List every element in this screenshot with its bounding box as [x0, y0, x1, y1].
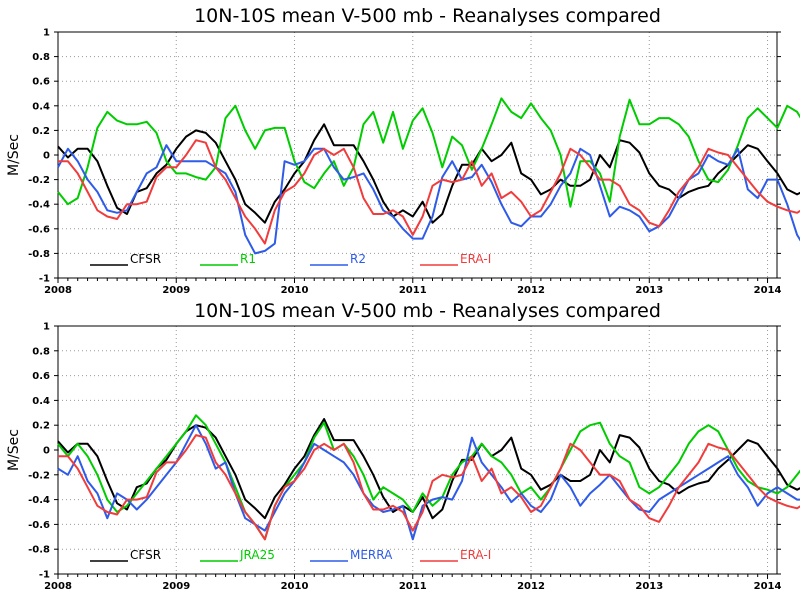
bottom-chart-panel: 10N-10S mean V-500 mb - Reanalyses compa…	[6, 300, 800, 592]
series-line-r2	[57, 144, 800, 255]
y-tick-label: -0.6	[28, 520, 50, 531]
y-tick-label: 0.8	[32, 52, 50, 63]
y-tick-label: 1	[43, 28, 50, 39]
series-line-r1	[57, 97, 800, 208]
y-axis-label: M/Sec	[6, 429, 22, 471]
series-line-era-i	[58, 434, 800, 541]
y-tick-label: 0.6	[32, 371, 50, 382]
series-line-era-i	[58, 139, 800, 245]
top-chart-panel: 10N-10S mean V-500 mb - Reanalyses compa…	[6, 5, 800, 296]
y-tick-label: 0.2	[32, 421, 50, 432]
y-tick-label: -0.4	[28, 495, 50, 506]
legend-label-era-i: ERA-I	[460, 252, 491, 266]
y-tick-label: 0.2	[32, 126, 50, 137]
x-tick-label: 2014	[754, 285, 782, 296]
y-tick-label: 1	[43, 322, 50, 333]
x-tick-label: 2008	[44, 581, 72, 592]
y-axis-label: M/Sec	[6, 134, 22, 176]
x-tick-label: 2008	[44, 285, 72, 296]
x-tick-label: 2013	[635, 285, 663, 296]
legend-label-jra25: JRA25	[239, 548, 275, 562]
x-tick-label: 2009	[162, 581, 190, 592]
legend-label-cfsr: CFSR	[130, 252, 161, 266]
x-tick-label: 2010	[281, 285, 309, 296]
y-tick-label: -0.8	[28, 545, 50, 556]
y-tick-label: 0.6	[32, 77, 50, 88]
x-tick-label: 2009	[162, 285, 190, 296]
x-tick-label: 2014	[754, 581, 782, 592]
legend-label-merra: MERRA	[350, 548, 393, 562]
legend-label-r2: R2	[350, 252, 366, 266]
y-tick-label: -0.6	[28, 224, 50, 235]
y-tick-label: 0	[43, 446, 50, 457]
series-line-merra	[57, 424, 800, 541]
y-tick-label: 0.4	[32, 101, 50, 112]
plot-frame	[57, 325, 778, 575]
y-tick-label: 0	[43, 151, 50, 162]
x-tick-label: 2012	[517, 581, 545, 592]
legend-label-cfsr: CFSR	[130, 548, 161, 562]
x-tick-label: 2011	[399, 285, 427, 296]
y-tick-label: -1	[39, 274, 50, 285]
series-line-cfsr	[57, 418, 800, 520]
y-tick-label: 0.8	[32, 346, 50, 357]
y-tick-label: -0.2	[28, 470, 50, 481]
y-tick-label: -0.8	[28, 249, 50, 260]
x-tick-label: 2012	[517, 285, 545, 296]
series-line-jra25	[57, 414, 800, 541]
legend-label-r1: R1	[240, 252, 256, 266]
chart-title: 10N-10S mean V-500 mb - Reanalyses compa…	[194, 5, 661, 27]
x-tick-label: 2011	[399, 581, 427, 592]
x-tick-label: 2013	[635, 581, 663, 592]
x-tick-label: 2010	[281, 581, 309, 592]
y-tick-label: 0.4	[32, 396, 50, 407]
y-tick-label: -0.4	[28, 200, 50, 211]
plot-frame	[57, 31, 778, 279]
y-tick-label: -1	[39, 570, 50, 581]
y-tick-label: -0.2	[28, 175, 50, 186]
chart-title: 10N-10S mean V-500 mb - Reanalyses compa…	[194, 300, 661, 322]
legend-label-era-i: ERA-I	[460, 548, 491, 562]
